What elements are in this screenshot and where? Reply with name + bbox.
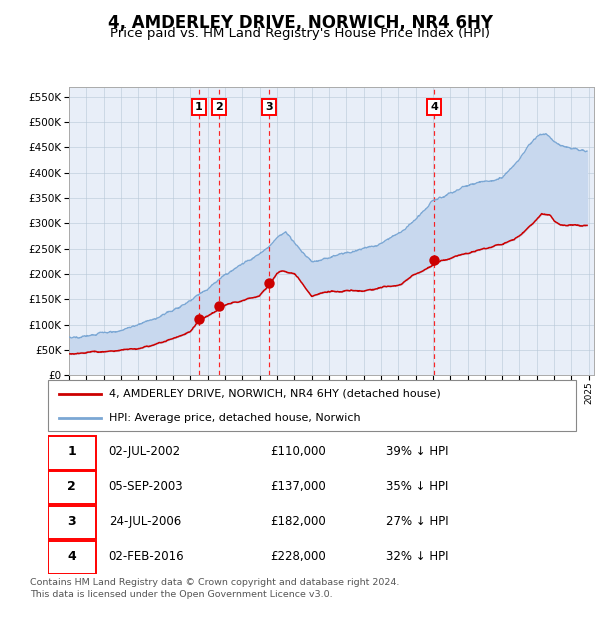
Text: 02-JUL-2002: 02-JUL-2002 bbox=[109, 445, 181, 458]
Text: 32% ↓ HPI: 32% ↓ HPI bbox=[386, 549, 448, 562]
Text: Price paid vs. HM Land Registry's House Price Index (HPI): Price paid vs. HM Land Registry's House … bbox=[110, 27, 490, 40]
Text: 4: 4 bbox=[430, 102, 439, 112]
Text: 24-JUL-2006: 24-JUL-2006 bbox=[109, 515, 181, 528]
Text: 1: 1 bbox=[67, 445, 76, 458]
Text: 27% ↓ HPI: 27% ↓ HPI bbox=[386, 515, 449, 528]
FancyBboxPatch shape bbox=[48, 436, 95, 469]
FancyBboxPatch shape bbox=[48, 506, 95, 539]
Text: 4, AMDERLEY DRIVE, NORWICH, NR4 6HY: 4, AMDERLEY DRIVE, NORWICH, NR4 6HY bbox=[107, 14, 493, 32]
Text: 2: 2 bbox=[215, 102, 223, 112]
FancyBboxPatch shape bbox=[48, 541, 95, 574]
Text: HPI: Average price, detached house, Norwich: HPI: Average price, detached house, Norw… bbox=[109, 413, 361, 423]
Text: 4, AMDERLEY DRIVE, NORWICH, NR4 6HY (detached house): 4, AMDERLEY DRIVE, NORWICH, NR4 6HY (det… bbox=[109, 389, 440, 399]
Text: £110,000: £110,000 bbox=[270, 445, 326, 458]
Text: 4: 4 bbox=[67, 549, 76, 562]
Text: 1: 1 bbox=[195, 102, 203, 112]
Text: 3: 3 bbox=[67, 515, 76, 528]
FancyBboxPatch shape bbox=[48, 471, 95, 505]
Text: £182,000: £182,000 bbox=[270, 515, 326, 528]
Text: 35% ↓ HPI: 35% ↓ HPI bbox=[386, 480, 448, 493]
Text: 39% ↓ HPI: 39% ↓ HPI bbox=[386, 445, 448, 458]
Text: £137,000: £137,000 bbox=[270, 480, 326, 493]
Text: £228,000: £228,000 bbox=[270, 549, 326, 562]
Text: Contains HM Land Registry data © Crown copyright and database right 2024.
This d: Contains HM Land Registry data © Crown c… bbox=[30, 578, 400, 600]
Text: 02-FEB-2016: 02-FEB-2016 bbox=[109, 549, 184, 562]
FancyBboxPatch shape bbox=[48, 380, 576, 431]
Text: 2: 2 bbox=[67, 480, 76, 493]
Text: 05-SEP-2003: 05-SEP-2003 bbox=[109, 480, 184, 493]
Text: 3: 3 bbox=[265, 102, 273, 112]
